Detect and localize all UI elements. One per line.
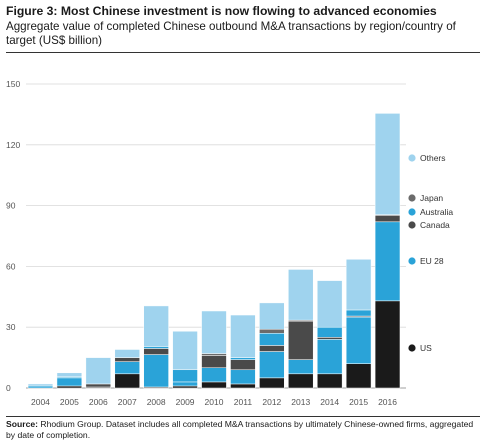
legend-swatch-eu-28 (408, 257, 416, 265)
x-tick-label: 2013 (291, 397, 310, 407)
x-tick-label: 2012 (262, 397, 281, 407)
bar-segment-eu-28 (114, 361, 140, 375)
legend-label-australia: Australia (420, 207, 453, 217)
y-tick-label: 120 (6, 140, 20, 150)
bar-segment-others (85, 357, 111, 385)
bar-segment-canada (288, 320, 314, 360)
bar-segment-eu-28 (259, 351, 285, 379)
bar-segment-us (201, 381, 227, 389)
legend-swatch-australia (408, 208, 416, 216)
bar-segment-others (201, 310, 227, 354)
bar-segment-canada (374, 215, 401, 223)
x-tick-label: 2008 (147, 397, 166, 407)
bar-segment-australia (345, 309, 372, 317)
y-tick-label: 30 (6, 322, 16, 332)
bar-segment-others (143, 305, 169, 347)
legend-label-eu-28: EU 28 (420, 256, 444, 266)
legend-label-canada: Canada (420, 220, 450, 230)
bar-segment-canada (201, 355, 227, 368)
x-tick-label: 2014 (320, 397, 339, 407)
bar-segment-australia (317, 326, 343, 338)
legend-swatch-japan (408, 194, 416, 202)
top-rule (6, 52, 480, 53)
bar-segment-us (114, 373, 140, 389)
bar-segment-eu-28 (143, 354, 169, 388)
source-label: Source: (6, 419, 38, 429)
bar-segment-us (288, 373, 314, 389)
bar-segment-us (56, 385, 83, 389)
bar-segment-eu-28 (27, 385, 54, 389)
bar-segment-eu-28 (230, 369, 256, 385)
y-tick-label: 0 (6, 383, 11, 393)
chart-title: Figure 3: Most Chinese investment is now… (6, 4, 437, 18)
bar-segment-canada (143, 348, 169, 355)
bar-segment-us (345, 363, 372, 389)
x-tick-label: 2016 (378, 397, 397, 407)
bar-segment-others (27, 383, 54, 387)
bar-segment-us (172, 385, 198, 389)
legend-swatch-us (408, 344, 416, 352)
bar-segment-eu-28 (345, 316, 372, 364)
bar-segment-australia (230, 357, 256, 360)
bar-segment-eu-28 (172, 381, 198, 387)
bottom-rule (6, 416, 480, 417)
bar-segment-canada (85, 383, 111, 388)
bar-segment-eu-28 (201, 367, 227, 383)
y-tick-label: 150 (6, 79, 20, 89)
bar-segment-others (345, 259, 372, 311)
bar-segment-canada (317, 337, 343, 340)
x-tick-label: 2009 (176, 397, 195, 407)
x-tick-label: 2007 (118, 397, 137, 407)
bar-segment-others (288, 269, 314, 321)
bar-segment-others (374, 113, 401, 215)
bar-segment-canada (114, 357, 140, 362)
x-tick-label: 2015 (349, 397, 368, 407)
bar-segment-australia (172, 369, 198, 383)
legend-swatch-canada (408, 221, 416, 229)
bar-segment-canada (259, 345, 285, 352)
legend-label-others: Others (420, 153, 446, 163)
bar-segment-others (259, 302, 285, 330)
bar-segment-others (114, 349, 140, 358)
bar-segment-australia (143, 346, 169, 349)
legend-label-japan: Japan (420, 193, 443, 203)
y-tick-label: 90 (6, 201, 16, 211)
bar-segment-us (374, 300, 401, 389)
x-tick-label: 2006 (89, 397, 108, 407)
bar-segment-others (172, 331, 198, 371)
legend-label-us: US (420, 343, 432, 353)
x-tick-label: 2005 (60, 397, 79, 407)
bar-segment-eu-28 (317, 339, 343, 375)
x-tick-label: 2011 (234, 397, 253, 407)
bar-segment-eu-28 (56, 377, 83, 387)
chart-subtitle: Aggregate value of completed Chinese out… (6, 20, 456, 47)
x-tick-label: 2010 (205, 397, 224, 407)
bar-segment-others (56, 372, 83, 378)
bar-segment-australia (259, 333, 285, 346)
bar-segment-us (259, 377, 285, 389)
bar-segment-us (317, 373, 343, 389)
bar-segment-japan (201, 353, 227, 356)
x-tick-label: 2004 (31, 397, 50, 407)
bar-segment-japan (259, 328, 285, 334)
legend-swatch-others (408, 154, 416, 162)
bar-segment-eu-28 (288, 359, 314, 375)
bar-segment-eu-28 (374, 221, 401, 302)
bar-segment-us (230, 383, 256, 389)
source-text: Rhodium Group. Dataset includes all comp… (6, 419, 474, 440)
source-note: Source: Rhodium Group. Dataset includes … (6, 419, 480, 441)
y-tick-label: 60 (6, 261, 16, 271)
bar-segment-others (317, 280, 343, 328)
bar-segment-canada (230, 359, 256, 371)
bar-segment-others (230, 314, 256, 358)
